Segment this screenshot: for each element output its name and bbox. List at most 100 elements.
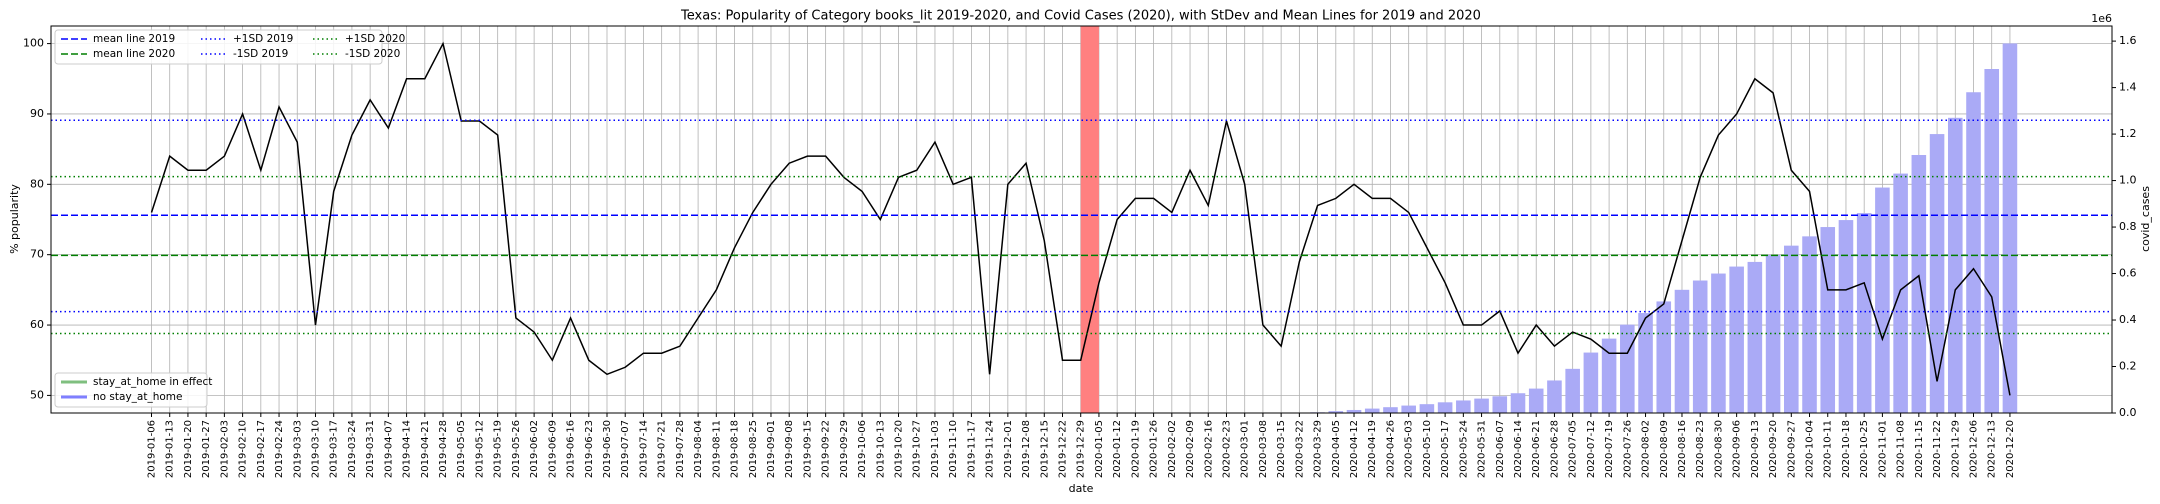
x-tick-label: 2020-08-30 xyxy=(1713,420,1724,478)
legend-label: -1SD 2019 xyxy=(233,48,288,60)
x-tick-label: 2019-08-18 xyxy=(730,420,741,478)
x-tick-label: 2020-11-22 xyxy=(1932,420,1943,478)
x-tick-label: 2019-11-03 xyxy=(930,420,941,478)
x-tick-label: 2019-06-09 xyxy=(547,420,558,478)
x-tick-label: 2020-04-26 xyxy=(1385,420,1396,478)
x-tick-label: 2020-03-01 xyxy=(1240,420,1251,478)
legend-box xyxy=(54,29,383,65)
x-tick-label: 2020-01-19 xyxy=(1130,420,1141,478)
x-tick-label: 2019-11-17 xyxy=(966,420,977,478)
bar xyxy=(2002,43,2018,413)
y-axis-label: % popularity xyxy=(8,184,21,254)
bar xyxy=(1328,411,1344,413)
x-tick-label: 2019-05-12 xyxy=(474,420,485,478)
bar xyxy=(1547,380,1562,413)
x-tick-label: 2019-03-17 xyxy=(329,420,340,478)
x-tick-label: 2020-02-23 xyxy=(1221,420,1232,478)
x-tick-label: 2019-01-27 xyxy=(201,420,212,478)
x-tick-label: 2020-05-24 xyxy=(1458,420,1469,478)
x-tick-label: 2019-06-30 xyxy=(602,420,613,478)
bar xyxy=(1583,352,1599,413)
x-tick-label: 2020-07-26 xyxy=(1622,420,1633,478)
y-tick-label: 50 xyxy=(30,388,44,401)
x-tick-label: 2019-08-11 xyxy=(711,420,722,478)
x-tick-label: 2019-02-17 xyxy=(256,420,267,478)
x-tick-label: 2020-10-11 xyxy=(1823,420,1834,478)
x-tick-label: 2019-05-26 xyxy=(511,420,522,478)
x-tick-label: 2019-01-13 xyxy=(165,420,176,478)
bar xyxy=(1565,368,1580,413)
x-tick-label: 2020-09-27 xyxy=(1786,420,1797,478)
x-axis-label: date xyxy=(1069,482,1094,495)
x-tick-label: 2020-04-12 xyxy=(1349,420,1360,478)
bar xyxy=(1875,187,1890,413)
x-tick-label: 2020-07-05 xyxy=(1568,420,1579,478)
x-tick-label: 2020-08-02 xyxy=(1641,420,1652,478)
x-tick-label: 2020-05-03 xyxy=(1404,420,1415,478)
x-tick-label: 2019-11-10 xyxy=(948,420,959,478)
x-tick-label: 2020-02-09 xyxy=(1185,420,1196,478)
x-tick-label: 2020-08-09 xyxy=(1659,420,1670,478)
bar xyxy=(1456,400,1471,413)
x-tick-label: 2020-01-12 xyxy=(1112,420,1123,478)
legend-label: +1SD 2020 xyxy=(345,33,405,45)
x-tick-label: 2020-04-19 xyxy=(1367,420,1378,478)
y2-tick-label: 0.2 xyxy=(2119,360,2137,373)
x-tick-label: 2020-08-16 xyxy=(1677,420,1688,478)
x-tick-label: 2019-07-21 xyxy=(657,420,668,478)
x-tick-label: 2019-03-24 xyxy=(347,420,358,478)
bar xyxy=(1856,213,1872,413)
y-tick-label: 90 xyxy=(30,107,44,120)
legend-label: stay_at_home in effect xyxy=(93,376,212,388)
x-tick-label: 2019-12-29 xyxy=(1076,420,1087,478)
x-tick-label: 2019-04-21 xyxy=(420,420,431,478)
y2-tick-label: 1.2 xyxy=(2119,127,2137,140)
legend-label: -1SD 2020 xyxy=(345,48,400,60)
x-tick-label: 2019-10-27 xyxy=(912,420,923,478)
x-tick-label: 2019-12-22 xyxy=(1058,420,1069,478)
x-tick-label: 2020-11-01 xyxy=(1877,420,1888,478)
x-tick-label: 2020-01-26 xyxy=(1149,420,1160,478)
bar xyxy=(1765,254,1781,413)
x-tick-label: 2019-09-22 xyxy=(821,420,832,478)
legend-label: mean line 2019 xyxy=(93,33,175,45)
x-tick-label: 2019-01-06 xyxy=(147,420,158,478)
x-tick-label: 2020-05-10 xyxy=(1422,420,1433,478)
x-tick-label: 2020-03-15 xyxy=(1276,420,1287,478)
x-tick-label: 2019-10-20 xyxy=(894,420,905,478)
y2-tick-label: 1.0 xyxy=(2119,174,2137,187)
x-tick-label: 2019-02-10 xyxy=(238,420,249,478)
x-tick-label: 2020-07-19 xyxy=(1604,420,1615,478)
x-tick-label: 2020-05-17 xyxy=(1440,420,1451,478)
bar xyxy=(1492,396,1508,413)
x-tick-label: 2020-11-15 xyxy=(1914,420,1925,478)
x-tick-label: 2019-03-31 xyxy=(365,420,376,478)
y-tick-label: 70 xyxy=(30,248,44,261)
bar xyxy=(1510,393,1526,413)
x-tick-label: 2020-09-13 xyxy=(1750,420,1761,478)
bar xyxy=(1364,408,1380,413)
x-tick-label: 2019-08-25 xyxy=(748,420,759,478)
x-tick-label: 2019-11-24 xyxy=(985,420,996,478)
x-tick-label: 2020-01-05 xyxy=(1094,420,1105,478)
x-tick-label: 2019-10-13 xyxy=(875,420,886,478)
bar xyxy=(1911,155,1927,413)
x-tick-label: 2020-06-07 xyxy=(1495,420,1506,478)
x-tick-label: 2019-07-14 xyxy=(638,420,649,478)
x-tick-label: 2019-09-08 xyxy=(784,420,795,478)
x-tick-label: 2020-02-16 xyxy=(1203,420,1214,478)
y2-tick-label: 0.6 xyxy=(2119,267,2137,280)
highlight-span xyxy=(1080,26,1099,413)
x-tick-label: 2019-12-01 xyxy=(1003,420,1014,478)
x-tick-label: 2019-03-03 xyxy=(292,420,303,478)
bar xyxy=(1674,289,1690,413)
x-tick-label: 2020-03-08 xyxy=(1258,420,1269,478)
bar xyxy=(1802,236,1817,413)
x-tick-label: 2020-02-02 xyxy=(1167,420,1178,478)
bar xyxy=(1984,69,2000,413)
y-tick-label: 60 xyxy=(30,318,44,331)
x-tick-label: 2019-10-06 xyxy=(857,420,868,478)
chart-title: Texas: Popularity of Category books_lit … xyxy=(680,9,1481,24)
y2-tick-label: 0.0 xyxy=(2119,406,2137,419)
